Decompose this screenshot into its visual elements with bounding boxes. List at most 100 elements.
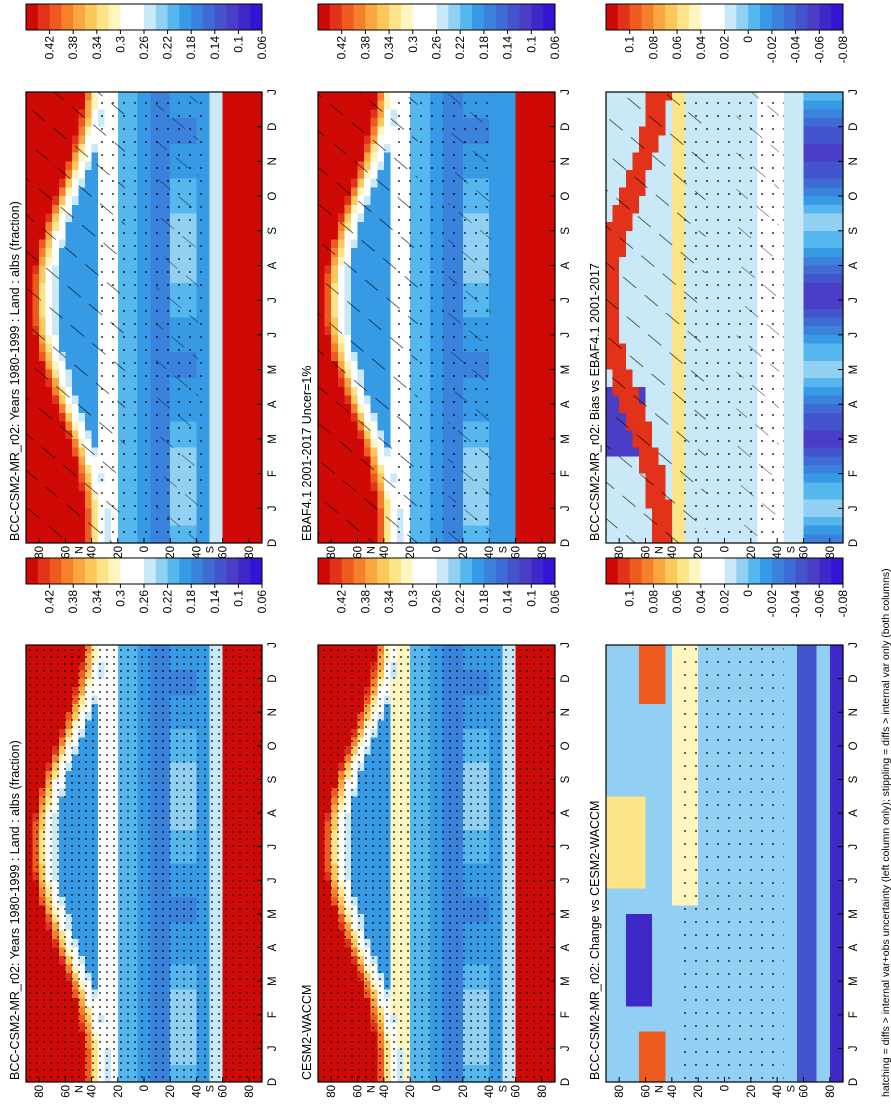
heatmap-cell [535,481,543,491]
heatmap-cell [216,360,224,370]
heatmap-cell [222,134,230,145]
heatmap-cell [248,108,257,119]
heatmap-cell [222,230,230,240]
colorbar-swatch [96,558,110,584]
heatmap-cell [495,464,503,474]
heatmap-cell [528,481,536,491]
heatmap-cell [248,178,257,188]
heatmap-cell [235,195,243,205]
heatmap-cell [209,169,217,179]
heatmap-cell [528,308,536,318]
colorbar-label: 0.26 [137,590,151,614]
heatmap-cell [248,368,257,379]
heatmap-cell [235,186,243,197]
heatmap-cell [203,238,211,249]
heatmap-cell [229,238,237,249]
heatmap-cell [522,290,530,301]
heatmap-cell [216,420,224,431]
heatmap-cell [235,256,243,266]
heatmap-cell [255,464,263,474]
heatmap-cell [528,490,536,500]
month-label: J [267,877,279,883]
heatmap-cell [203,351,211,361]
heatmap-cell [522,516,530,526]
heatmap-cell [502,481,510,491]
heatmap-cell [502,507,510,517]
heatmap-cell [203,403,211,413]
colorbar-swatch [73,4,86,30]
lat-label: 20 [165,1085,177,1098]
heatmap-cell [209,464,217,474]
heatmap-cell [222,169,230,179]
month-label: F [267,1011,279,1018]
heatmap-cell [203,117,211,127]
colorbar-swatch [96,4,110,30]
colorbar-swatch [191,558,204,584]
heatmap-cell [203,525,211,535]
lat-label: 60 [60,546,72,559]
heatmap-cell [502,412,510,422]
heatmap-cell [522,473,530,483]
heatmap-cell [242,290,250,301]
month-label: J [267,1046,279,1052]
heatmap-cell [216,525,224,535]
heatmap-cell [535,499,543,509]
heatmap-cell [495,429,503,439]
colorbar-label: 0.14 [208,36,222,60]
heatmap-cell [495,473,503,483]
heatmap-cell [541,308,550,318]
panel-title: BCC-CSM2-MR_r02: Years 1980-1999 : Land … [8,740,22,1080]
heatmap-cell [535,334,543,344]
colorbar-swatch [132,4,145,30]
month-label: D [267,674,279,682]
heatmap-cell [222,507,230,517]
heatmap-cell [502,290,510,301]
hemisphere-label-s: S [205,1085,217,1092]
heatmap-cell [541,368,550,379]
heatmap-cell [541,429,550,439]
colorbar-label: 0.06 [255,36,269,60]
heatmap-cell [222,290,230,301]
heatmap-cell [535,351,543,361]
heatmap-cell [248,516,257,526]
heatmap-cell [242,108,250,119]
colorbar-swatch [226,4,239,30]
heatmap-cell [495,533,503,543]
heatmap-cell [248,212,257,223]
heatmap-cell [209,178,217,188]
heatmap-cell [495,455,503,465]
heatmap-cell [209,152,217,162]
heatmap-cell [255,325,263,335]
heatmap-cell [235,316,243,327]
heatmap-cell [242,91,250,101]
heatmap-cell [502,464,510,474]
heatmap-cell [248,499,257,509]
heatmap-cell [203,412,211,422]
heatmap-cell [216,325,224,335]
colorbar-swatch [73,558,86,584]
heatmap-cell [229,464,237,474]
heatmap-cell [255,334,263,344]
colorbar-swatch [167,558,180,584]
heatmap-cell [235,507,243,517]
heatmap-cell [209,186,217,197]
heatmap-cell [508,438,517,448]
heatmap-cell [248,100,257,110]
heatmap-cell [203,195,211,205]
month-label: A [267,809,279,817]
month-label: J [267,89,279,95]
heatmap-cell [203,342,211,353]
heatmap-cell [242,394,250,405]
heatmap-cell [209,160,217,171]
colorbar-label: 0.42 [43,590,57,614]
heatmap-cell [528,342,536,353]
heatmap-cell [502,316,510,327]
heatmap-cell [222,299,230,309]
heatmap-cell [235,264,243,275]
heatmap-cell [229,533,237,543]
heatmap-cell [235,108,243,119]
heatmap-cell [209,195,217,205]
heatmap-cell [248,186,257,197]
heatmap-cell [203,143,211,153]
heatmap-cell [235,342,243,353]
